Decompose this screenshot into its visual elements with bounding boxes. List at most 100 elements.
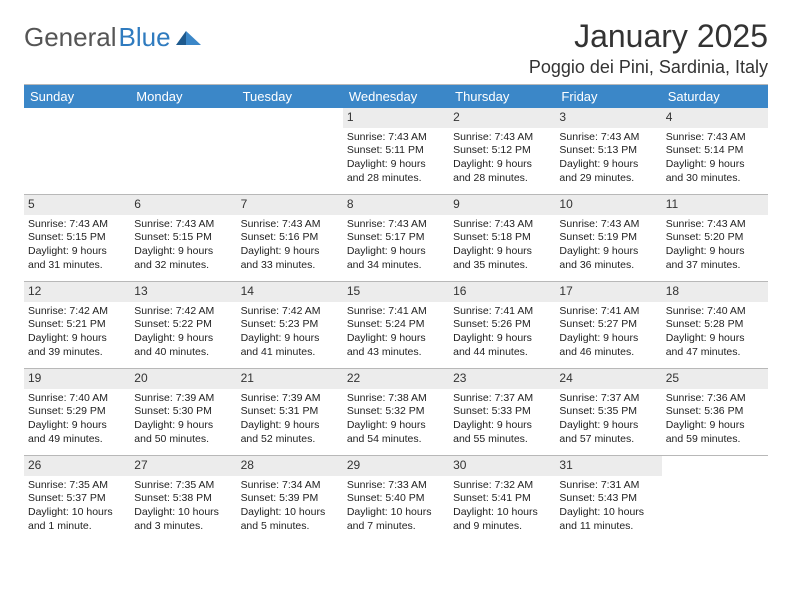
sunrise-text: Sunrise: 7:40 AM: [28, 392, 126, 406]
day-details: Sunrise: 7:41 AMSunset: 5:27 PMDaylight:…: [559, 305, 657, 360]
daylight-text: Daylight: 9 hours and 28 minutes.: [347, 158, 445, 185]
day-number: 21: [237, 369, 343, 389]
day-details: Sunrise: 7:36 AMSunset: 5:36 PMDaylight:…: [666, 392, 764, 447]
daylight-text: Daylight: 9 hours and 43 minutes.: [347, 332, 445, 359]
day-number: 23: [449, 369, 555, 389]
daylight-text: Daylight: 9 hours and 31 minutes.: [28, 245, 126, 272]
daylight-text: Daylight: 9 hours and 30 minutes.: [666, 158, 764, 185]
sunset-text: Sunset: 5:36 PM: [666, 405, 764, 419]
daylight-text: Daylight: 9 hours and 55 minutes.: [453, 419, 551, 446]
day-number: 1: [343, 108, 449, 128]
day-details: Sunrise: 7:38 AMSunset: 5:32 PMDaylight:…: [347, 392, 445, 447]
day-details: Sunrise: 7:43 AMSunset: 5:20 PMDaylight:…: [666, 218, 764, 273]
sunrise-text: Sunrise: 7:37 AM: [453, 392, 551, 406]
calendar-cell: 20Sunrise: 7:39 AMSunset: 5:30 PMDayligh…: [130, 369, 236, 456]
daylight-text: Daylight: 9 hours and 50 minutes.: [134, 419, 232, 446]
day-number: 3: [555, 108, 661, 128]
sunrise-text: Sunrise: 7:38 AM: [347, 392, 445, 406]
sunrise-text: Sunrise: 7:43 AM: [28, 218, 126, 232]
sunrise-text: Sunrise: 7:41 AM: [453, 305, 551, 319]
title-block: January 2025 Poggio dei Pini, Sardinia, …: [529, 18, 768, 78]
calendar-cell: 6Sunrise: 7:43 AMSunset: 5:15 PMDaylight…: [130, 195, 236, 282]
day-number: 9: [449, 195, 555, 215]
calendar-cell: 8Sunrise: 7:43 AMSunset: 5:17 PMDaylight…: [343, 195, 449, 282]
sunrise-text: Sunrise: 7:43 AM: [453, 131, 551, 145]
daylight-text: Daylight: 10 hours and 7 minutes.: [347, 506, 445, 533]
day-details: Sunrise: 7:43 AMSunset: 5:13 PMDaylight:…: [559, 131, 657, 186]
day-number: 6: [130, 195, 236, 215]
sunrise-text: Sunrise: 7:43 AM: [666, 131, 764, 145]
day-details: Sunrise: 7:41 AMSunset: 5:24 PMDaylight:…: [347, 305, 445, 360]
sunrise-text: Sunrise: 7:43 AM: [559, 218, 657, 232]
day-number: 16: [449, 282, 555, 302]
day-number: 10: [555, 195, 661, 215]
calendar-cell: [237, 108, 343, 195]
sunset-text: Sunset: 5:11 PM: [347, 144, 445, 158]
day-details: Sunrise: 7:34 AMSunset: 5:39 PMDaylight:…: [241, 479, 339, 534]
daylight-text: Daylight: 9 hours and 54 minutes.: [347, 419, 445, 446]
sunrise-text: Sunrise: 7:43 AM: [241, 218, 339, 232]
day-number: 7: [237, 195, 343, 215]
day-details: Sunrise: 7:43 AMSunset: 5:12 PMDaylight:…: [453, 131, 551, 186]
calendar-cell: 9 Sunrise: 7:43 AMSunset: 5:18 PMDaylight…: [449, 195, 555, 282]
sunset-text: Sunset: 5:30 PM: [134, 405, 232, 419]
sunset-text: Sunset: 5:43 PM: [559, 492, 657, 506]
day-details: Sunrise: 7:41 AMSunset: 5:26 PMDaylight:…: [453, 305, 551, 360]
sunset-text: Sunset: 5:12 PM: [453, 144, 551, 158]
day-number: 28: [237, 456, 343, 476]
calendar-cell: 5Sunrise: 7:43 AMSunset: 5:15 PMDaylight…: [24, 195, 130, 282]
calendar-week-row: 26 Sunrise: 7:35 AM Sunset: 5:37 PM Dayligh…: [24, 456, 768, 543]
day-number: 31: [555, 456, 661, 476]
day-number: 18: [662, 282, 768, 302]
day-details: Sunrise: 7:39 AMSunset: 5:30 PMDaylight:…: [134, 392, 232, 447]
day-number: 13: [130, 282, 236, 302]
sunset-text: Sunset: 5:37 PM: [28, 492, 126, 506]
sunrise-text: Sunrise: 7:42 AM: [134, 305, 232, 319]
sunrise-text: Sunrise: 7:31 AM: [559, 479, 657, 493]
daylight-text: Daylight: 10 hours and 9 minutes.: [453, 506, 551, 533]
day-number: 19: [24, 369, 130, 389]
calendar-cell: [662, 456, 768, 543]
logo-text-left: General: [24, 24, 117, 50]
sunrise-text: Sunrise: 7:33 AM: [347, 479, 445, 493]
day-details: Sunrise: 7:43 AMSunset: 5:17 PMDaylight:…: [347, 218, 445, 273]
day-details: Sunrise: 7:43 AMSunset: 5:19 PMDaylight:…: [559, 218, 657, 273]
day-number: 27: [130, 456, 236, 476]
sunset-text: Sunset: 5:13 PM: [559, 144, 657, 158]
sunrise-text: Sunrise: 7:43 AM: [134, 218, 232, 232]
sunrise-text: Sunrise: 7:41 AM: [347, 305, 445, 319]
daylight-text: Daylight: 9 hours and 33 minutes.: [241, 245, 339, 272]
day-details: Sunrise: 7:43 AMSunset: 5:15 PMDaylight:…: [28, 218, 126, 273]
daylight-text: Daylight: 9 hours and 36 minutes.: [559, 245, 657, 272]
sunset-text: Sunset: 5:15 PM: [28, 231, 126, 245]
sunrise-text: Sunrise: 7:35 AM: [134, 479, 232, 493]
daylight-text: Daylight: 9 hours and 28 minutes.: [453, 158, 551, 185]
day-details: Sunrise: 7:43 AMSunset: 5:18 PMDaylight:…: [453, 218, 551, 273]
sunset-text: Sunset: 5:35 PM: [559, 405, 657, 419]
day-number: 17: [555, 282, 661, 302]
daylight-text: Daylight: 9 hours and 29 minutes.: [559, 158, 657, 185]
sunrise-text: Sunrise: 7:37 AM: [559, 392, 657, 406]
day-details: Sunrise: 7:40 AMSunset: 5:28 PMDaylight:…: [666, 305, 764, 360]
day-number: 26: [24, 456, 130, 476]
daylight-text: Daylight: 9 hours and 46 minutes.: [559, 332, 657, 359]
day-header: Tuesday: [237, 85, 343, 108]
sunset-text: Sunset: 5:15 PM: [134, 231, 232, 245]
day-number: 25: [662, 369, 768, 389]
calendar-cell: 4 Sunrise: 7:43 AMSunset: 5:14 PMDaylight…: [662, 108, 768, 195]
sunset-text: Sunset: 5:21 PM: [28, 318, 126, 332]
calendar-cell: 15Sunrise: 7:41 AMSunset: 5:24 PMDayligh…: [343, 282, 449, 369]
daylight-text: Daylight: 10 hours and 3 minutes.: [134, 506, 232, 533]
calendar-cell: 17 Sunrise: 7:41 AMSunset: 5:27 PMDayligh…: [555, 282, 661, 369]
calendar-cell: [24, 108, 130, 195]
calendar-cell: 7Sunrise: 7:43 AMSunset: 5:16 PMDaylight…: [237, 195, 343, 282]
day-details: Sunrise: 7:43 AMSunset: 5:14 PMDaylight:…: [666, 131, 764, 186]
calendar-cell: 24Sunrise: 7:37 AMSunset: 5:35 PMDayligh…: [555, 369, 661, 456]
calendar-cell: 1Sunrise: 7:43 AMSunset: 5:11 PMDaylight…: [343, 108, 449, 195]
day-number: 4: [662, 108, 768, 128]
logo: GeneralBlue: [24, 18, 202, 50]
calendar-week-row: 19Sunrise: 7:40 AMSunset: 5:29 PMDayligh…: [24, 369, 768, 456]
daylight-text: Daylight: 9 hours and 34 minutes.: [347, 245, 445, 272]
calendar-cell: [130, 108, 236, 195]
sunrise-text: Sunrise: 7:40 AM: [666, 305, 764, 319]
